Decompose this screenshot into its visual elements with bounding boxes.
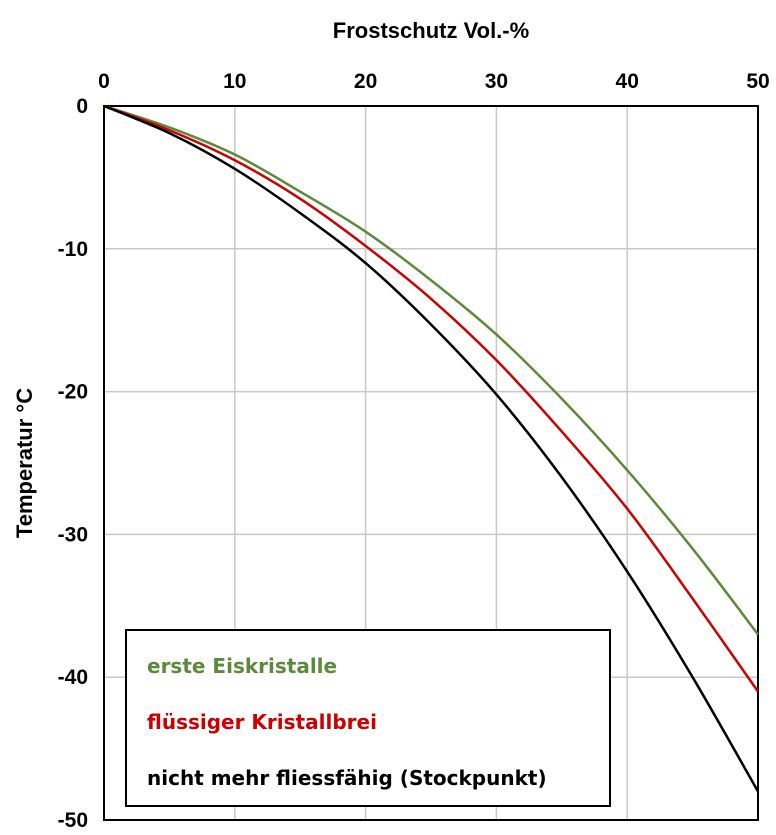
legend-entry-1: erste Eiskristalle xyxy=(147,654,337,678)
y-tick-label: -30 xyxy=(58,523,88,546)
plot-area-frame xyxy=(103,105,759,821)
legend-entry-2: flüssiger Kristallbrei xyxy=(147,710,377,734)
y-tick-label: -10 xyxy=(58,238,88,261)
x-tick-label: 20 xyxy=(354,70,377,93)
tick-labels: 0 10 20 30 40 50 0 -10 -20 -30 -40 -50 xyxy=(58,70,770,832)
grid-lines xyxy=(104,106,758,820)
y-tick-label: 0 xyxy=(76,95,88,118)
legend: erste Eiskristalle flüssiger Kristallbrei… xyxy=(125,629,611,807)
y-tick-label: -20 xyxy=(58,381,88,404)
x-axis-title: Frostschutz Vol.-% xyxy=(333,18,529,43)
series-line-3 xyxy=(103,104,760,793)
x-tick-label: 0 xyxy=(98,70,110,93)
x-tick-label: 40 xyxy=(616,70,639,93)
y-axis-title: Temperatur °C xyxy=(12,388,37,538)
series-lines xyxy=(103,104,760,793)
y-tick-label: -40 xyxy=(58,666,88,689)
legend-entry-3: nicht mehr fliessfähig (Stockpunkt) xyxy=(147,766,547,790)
x-tick-label: 50 xyxy=(746,70,769,93)
x-tick-label: 10 xyxy=(223,70,246,93)
series-line-2 xyxy=(103,104,760,693)
x-tick-label: 30 xyxy=(485,70,508,93)
y-tick-label: -50 xyxy=(58,809,88,832)
legend-box xyxy=(125,629,611,807)
series-line-1 xyxy=(103,104,759,636)
